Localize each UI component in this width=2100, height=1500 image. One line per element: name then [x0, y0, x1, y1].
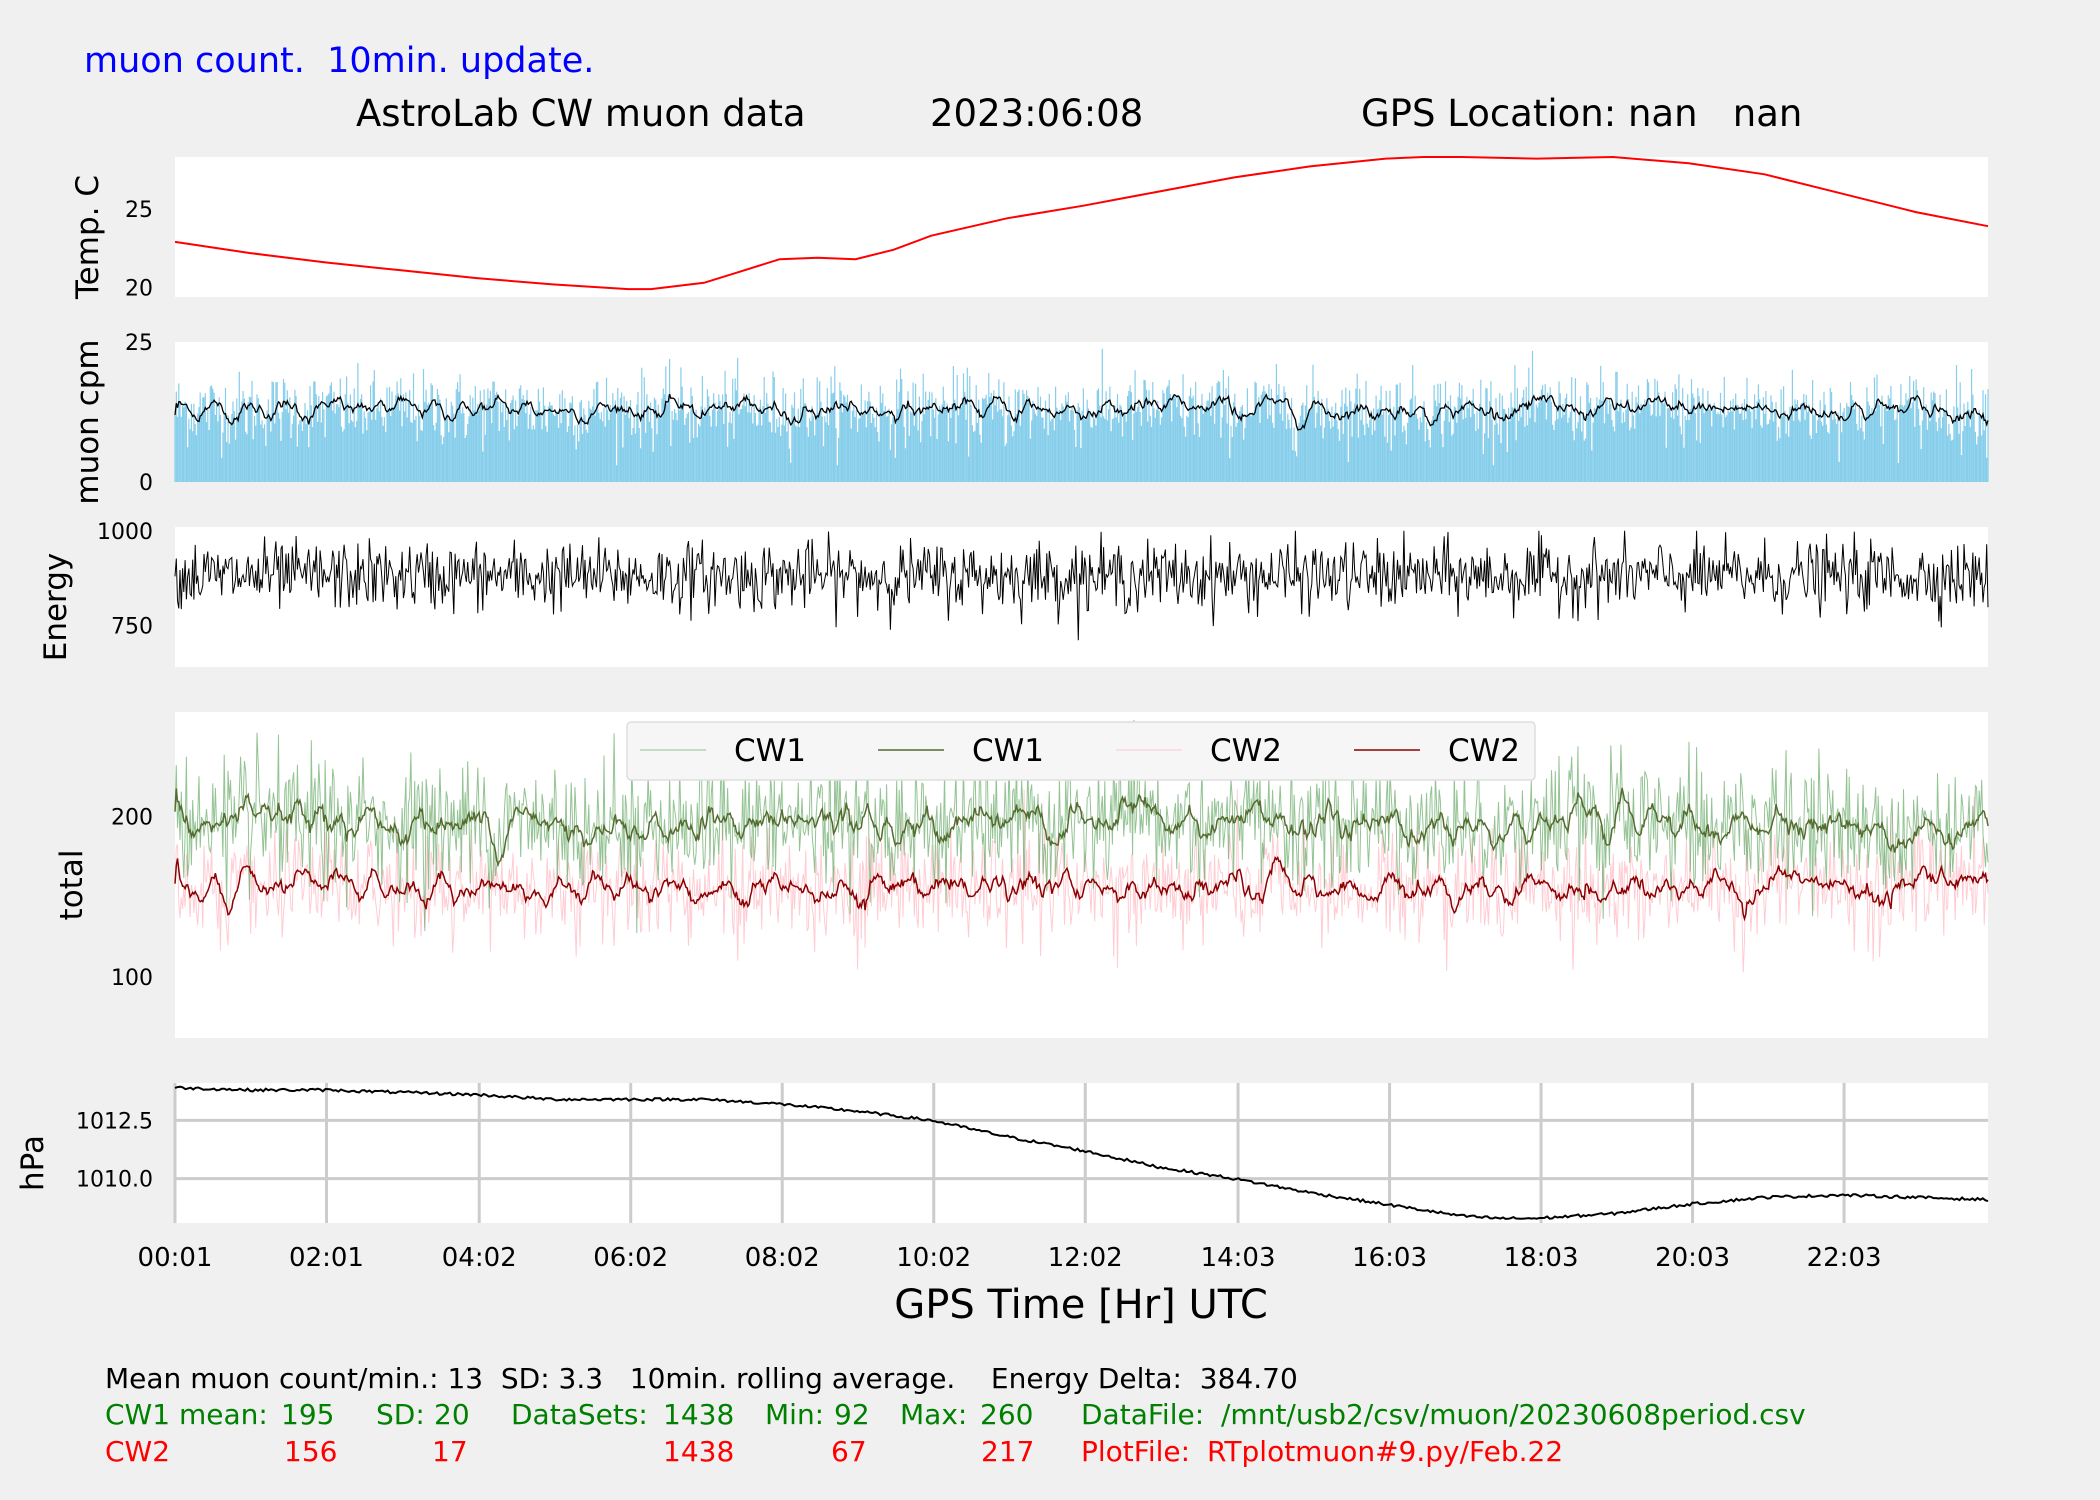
legend-box — [626, 721, 1536, 781]
cw1-datafile-label: DataFile: — [1081, 1398, 1205, 1431]
y-tick-label: 25 — [125, 331, 153, 356]
plot-area-1 — [175, 157, 1988, 297]
x-tick-label: 06:02 — [593, 1243, 668, 1273]
stats-summary: Mean muon count/min.: 13 SD: 3.3 10min. … — [105, 1362, 1298, 1395]
x-tick-label: 10:02 — [896, 1243, 971, 1273]
cw2-min: 67 — [831, 1435, 867, 1468]
y-tick-label: 1012.5 — [76, 1109, 153, 1134]
y-tick-label: 750 — [111, 614, 153, 639]
plot-area-5 — [175, 1083, 1988, 1223]
cw1-mean: 195 — [281, 1398, 335, 1431]
y-axis-label: total — [54, 850, 90, 921]
y-axis-label: hPa — [15, 1135, 51, 1191]
muon-bars — [174, 348, 1989, 482]
y-tick-label: 25 — [125, 198, 153, 223]
y-axis-label: Energy — [38, 553, 74, 662]
cw2-raw-line — [174, 789, 1989, 973]
cw1-max-label: Max: — [900, 1398, 968, 1431]
y-tick-label: 100 — [111, 966, 153, 991]
x-tick-label: 00:01 — [138, 1243, 213, 1273]
x-tick-label: 08:02 — [745, 1243, 820, 1273]
cw1-min: 92 — [834, 1398, 870, 1431]
cw1-rolling-line — [174, 787, 1989, 868]
cw2-plotfile: RTplotmuon#9.py/Feb.22 — [1207, 1435, 1564, 1468]
legend-label: CW1 — [972, 733, 1044, 769]
cw2-plotfile-label: PlotFile: — [1081, 1435, 1191, 1468]
cw1-sd-label: SD: — [376, 1398, 425, 1431]
x-tick-label: 02:01 — [289, 1243, 364, 1273]
energy-line — [174, 530, 1989, 641]
x-tick-label: 20:03 — [1655, 1243, 1730, 1273]
update-note: muon count. 10min. update. — [84, 41, 595, 81]
cw2-label: CW2 — [105, 1435, 171, 1468]
y-axis-label: Temp. C — [70, 175, 106, 300]
legend-label: CW2 — [1448, 733, 1520, 769]
chart-title: AstroLab CW muon data — [356, 92, 806, 135]
cw1-max: 260 — [980, 1398, 1034, 1431]
cw1-datafile: /mnt/usb2/csv/muon/20230608period.csv — [1221, 1398, 1806, 1431]
x-axis-label: GPS Time [Hr] UTC — [894, 1282, 1268, 1328]
x-tick-label: 22:03 — [1807, 1243, 1882, 1273]
cw1-datasets: 1438 — [663, 1398, 735, 1431]
muon-rolling-line — [174, 393, 1989, 431]
series-line — [174, 1085, 1989, 1220]
cw2-sd: 17 — [432, 1435, 468, 1468]
cw2-datasets: 1438 — [663, 1435, 735, 1468]
y-tick-label: 0 — [139, 471, 153, 496]
cw1-sd: 20 — [434, 1398, 470, 1431]
y-tick-label: 200 — [111, 805, 153, 830]
x-tick-label: 14:03 — [1201, 1243, 1276, 1273]
plot-area-3 — [175, 527, 1988, 667]
y-tick-label: 20 — [125, 277, 153, 302]
x-tick-label: 12:02 — [1048, 1243, 1123, 1273]
legend-label: CW1 — [734, 733, 806, 769]
cw2-max: 217 — [981, 1435, 1035, 1468]
legend-label: CW2 — [1210, 733, 1282, 769]
cw1-datasets-label: DataSets: — [511, 1398, 648, 1431]
x-tick-label: 16:03 — [1352, 1243, 1427, 1273]
cw1-mean-label: CW1 mean: — [105, 1398, 268, 1431]
y-axis-label: muon cpm — [70, 339, 106, 504]
chart-date: 2023:06:08 — [930, 92, 1144, 135]
series-line — [174, 155, 1989, 291]
y-tick-label: 1000 — [97, 520, 153, 545]
y-tick-label: 1010.0 — [76, 1168, 153, 1193]
cw2-mean: 156 — [284, 1435, 338, 1468]
x-tick-label: 04:02 — [442, 1243, 517, 1273]
cw2-rolling-line — [174, 855, 1989, 922]
gps-location: GPS Location: nan nan — [1361, 92, 1803, 135]
x-tick-label: 18:03 — [1504, 1243, 1579, 1273]
cw1-min-label: Min: — [765, 1398, 825, 1431]
